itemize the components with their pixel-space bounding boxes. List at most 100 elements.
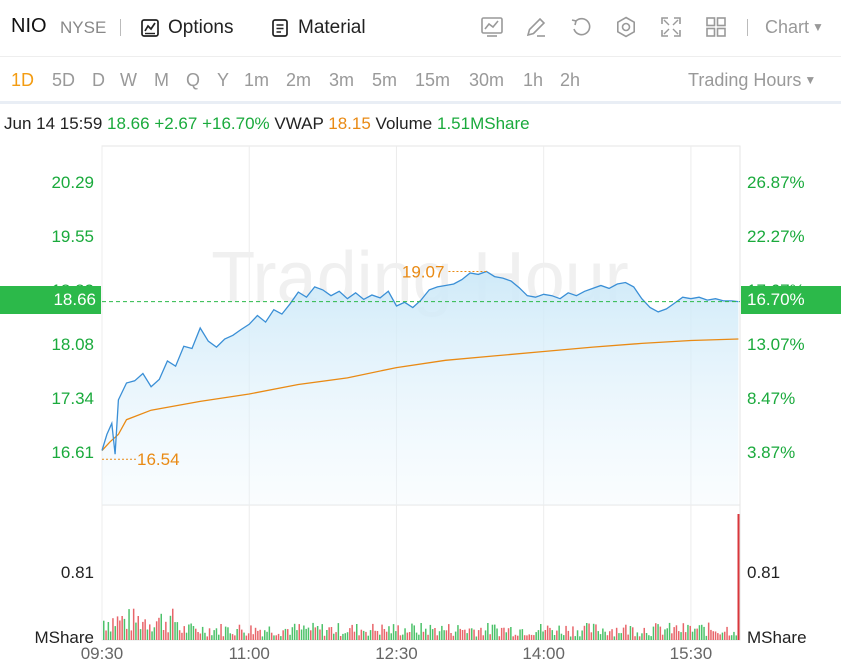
timeframe-15m[interactable]: 15m (415, 70, 451, 90)
timeframe-5D[interactable]: 5D (52, 70, 76, 90)
trading-hours-dropdown[interactable]: Trading Hours ▼ (688, 70, 816, 91)
volume-bar (535, 632, 537, 640)
volume-bar (517, 635, 519, 640)
volume-bar (445, 630, 448, 640)
fullscreen-icon[interactable] (658, 14, 684, 40)
volume-bar (627, 634, 629, 640)
volume-bar (402, 634, 404, 640)
volume-bar (450, 633, 452, 640)
timeframe-2m[interactable]: 2m (286, 70, 312, 90)
volume-bar (224, 626, 227, 640)
timeframe-Y[interactable]: Y (217, 70, 230, 90)
quote-datetime: Jun 14 15:59 (4, 114, 103, 133)
volume-bar (710, 629, 712, 640)
volume-label: Volume (375, 114, 433, 133)
volume-bar (376, 631, 379, 640)
timeframe-2h[interactable]: 2h (560, 70, 581, 90)
volume-bar (530, 634, 533, 640)
timeframe-5m[interactable]: 5m (372, 70, 398, 90)
volume-bar (452, 635, 455, 640)
volume-bar (121, 616, 123, 640)
volume-bar (266, 631, 268, 640)
volume-bar (349, 628, 351, 640)
timeframe-M[interactable]: M (154, 70, 169, 90)
volume-bar-close (737, 514, 740, 640)
volume-bar (199, 633, 202, 640)
volume-bar (167, 632, 169, 640)
volume-bar (259, 629, 261, 640)
volume-bar (116, 616, 119, 640)
volume-bar (503, 627, 505, 640)
volume-bar (597, 631, 599, 640)
volume-bar (705, 635, 708, 640)
material-button[interactable]: Material (270, 13, 366, 43)
volume-bar (553, 635, 556, 640)
volume-bar (489, 634, 491, 640)
volume-bar (526, 635, 528, 640)
volume-bar (542, 631, 544, 640)
volume-bar (611, 629, 613, 640)
volume-bar (425, 628, 427, 640)
volume-bar (333, 633, 335, 640)
quote-info-line: Jun 14 15:59 18.66 +2.67 +16.70% VWAP 18… (4, 114, 530, 134)
volume-bar (415, 632, 418, 640)
timeframe-1h[interactable]: 1h (523, 70, 544, 90)
x-tick-label: 15:30 (670, 644, 713, 663)
timeframe-1D[interactable]: 1D (11, 70, 35, 90)
exchange-label: NYSE (60, 18, 107, 37)
volume-bar (590, 632, 593, 640)
timeframe-30m[interactable]: 30m (469, 70, 505, 90)
volume-bar (390, 633, 392, 640)
y-left-tick-label: 18.08 (51, 335, 94, 354)
indicator-chart-icon[interactable] (479, 14, 505, 40)
volume-bar (528, 634, 530, 640)
chart-type-label: Chart (765, 17, 810, 37)
volume-bar (480, 627, 482, 640)
reset-icon[interactable] (568, 14, 594, 40)
volume-bar (107, 622, 110, 640)
volume-bar (247, 633, 250, 640)
volume-bar (707, 622, 710, 640)
high-price-label: 19.07 (402, 263, 445, 282)
volume-bar (185, 632, 188, 640)
timeframe-D[interactable]: D (92, 70, 105, 90)
volume-bar (719, 634, 721, 640)
options-button[interactable]: Options (140, 13, 233, 43)
timeframe-3m[interactable]: 3m (329, 70, 355, 90)
draw-pen-icon[interactable] (523, 14, 549, 40)
volume-bar (454, 631, 457, 640)
volume-bar (648, 635, 650, 640)
volume-bar (583, 625, 586, 640)
chart-type-dropdown[interactable]: Chart ▼ (765, 17, 824, 38)
volume-bar (305, 628, 307, 640)
top-toolbar: NIO NYSE Options Material C (0, 0, 841, 56)
volume-bar (673, 627, 675, 640)
volume-bar (595, 624, 597, 640)
volume-bar (381, 624, 383, 640)
volume-bar (337, 623, 340, 640)
layout-grid-icon[interactable] (703, 14, 729, 40)
volume-bar (696, 628, 698, 640)
settings-gear-icon[interactable] (613, 14, 639, 40)
timeframe-1m[interactable]: 1m (244, 70, 270, 90)
volume-bar (197, 632, 199, 640)
header-divider (120, 19, 121, 36)
volume-bar (473, 629, 475, 640)
volume-bar (342, 633, 344, 640)
volume-bar (369, 630, 372, 640)
volume-bar (701, 624, 703, 640)
volume-bar (310, 630, 312, 640)
timeframe-Q[interactable]: Q (186, 70, 201, 90)
volume-bar (459, 628, 461, 640)
volume-bar (441, 625, 443, 640)
volume-bar (132, 608, 135, 640)
volume-bar (399, 635, 402, 640)
timeframe-W[interactable]: W (120, 70, 137, 90)
volume-bar (521, 629, 524, 640)
y-left-tick-label: 19.55 (51, 227, 94, 246)
volume-bar (549, 627, 551, 640)
volume-bar (572, 626, 574, 640)
x-tick-label: 12:30 (375, 644, 418, 663)
volume-bar (280, 636, 282, 640)
